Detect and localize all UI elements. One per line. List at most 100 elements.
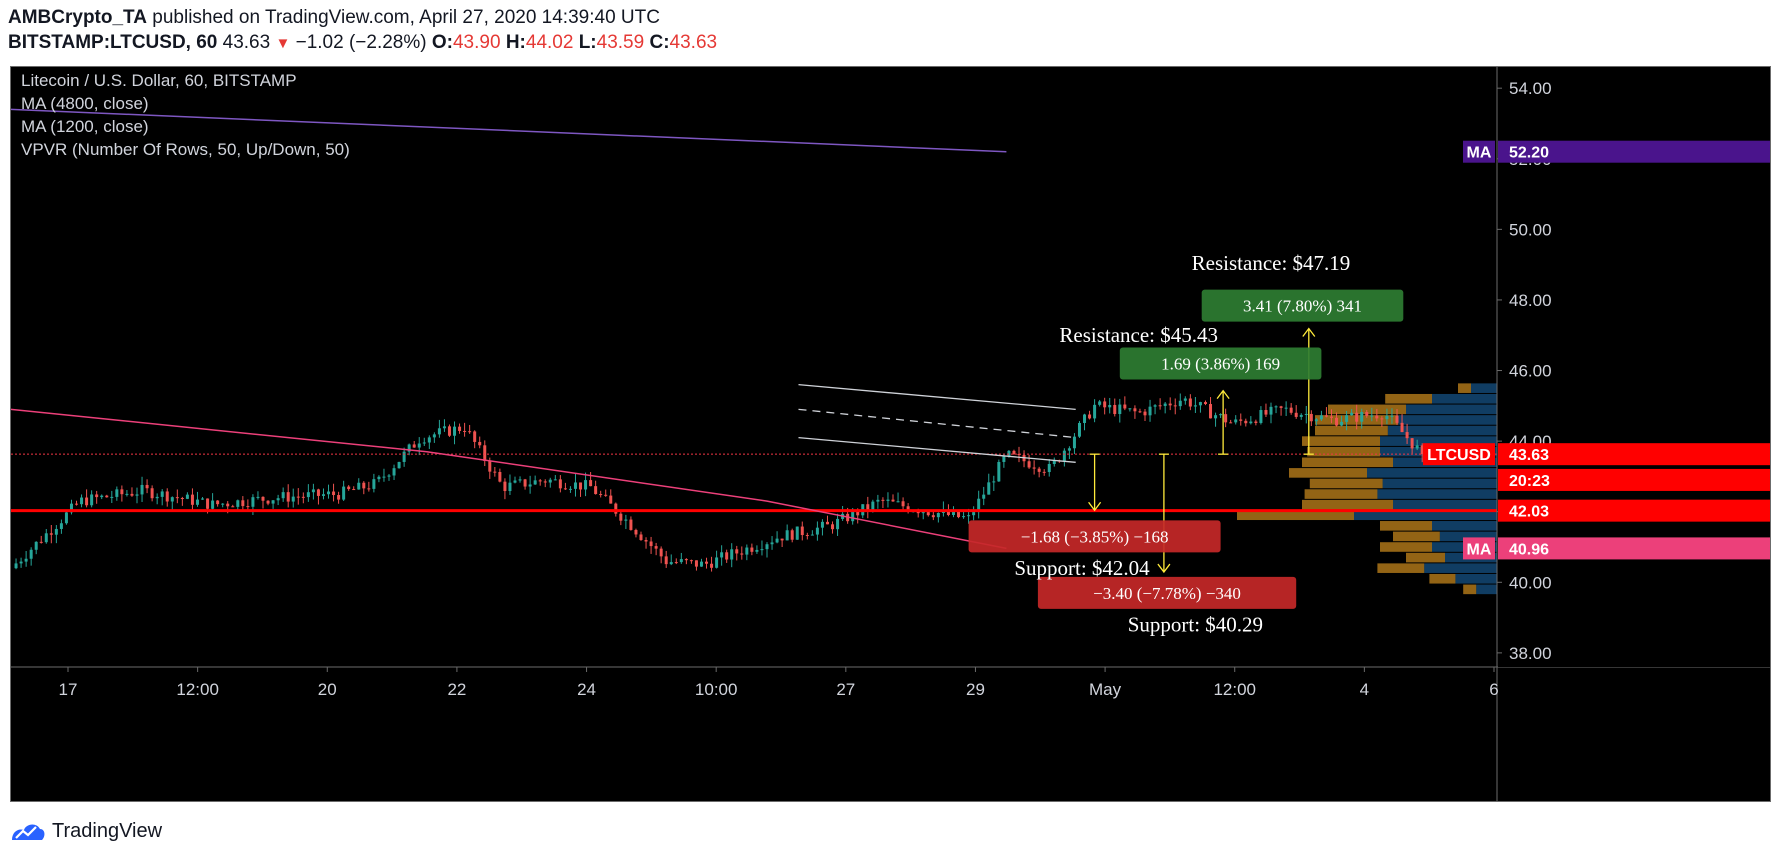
vp-down-bar bbox=[1307, 446, 1380, 457]
candle-body bbox=[901, 501, 905, 507]
candle-body bbox=[563, 488, 567, 490]
vp-up-bar bbox=[1382, 478, 1497, 489]
candle-body bbox=[271, 500, 275, 504]
candle-body bbox=[513, 480, 517, 483]
candle-body bbox=[362, 482, 366, 489]
candle-body bbox=[165, 491, 169, 502]
candle-body bbox=[372, 479, 376, 489]
candle-body bbox=[1410, 438, 1414, 449]
candle-body bbox=[216, 500, 220, 505]
candle-body bbox=[957, 510, 961, 518]
candle-body bbox=[1088, 414, 1092, 419]
price-label-tag bbox=[1463, 537, 1495, 560]
footer: TradingView bbox=[0, 806, 1783, 857]
legend-ma1[interactable]: MA (4800, close) bbox=[21, 94, 149, 113]
candle-body bbox=[891, 499, 895, 502]
vp-down-bar bbox=[1429, 573, 1456, 584]
candle-body bbox=[1350, 412, 1354, 416]
candle-body bbox=[715, 557, 719, 568]
price-label-box bbox=[1498, 537, 1770, 560]
candle-body bbox=[644, 540, 648, 542]
candle-body bbox=[80, 497, 84, 505]
legend-vpvr[interactable]: VPVR (Number Of Rows, 50, Up/Down, 50) bbox=[21, 140, 350, 159]
legend-ma2[interactable]: MA (1200, close) bbox=[21, 117, 149, 136]
tradingview-logo-icon[interactable] bbox=[10, 820, 46, 842]
candle-body bbox=[619, 513, 623, 521]
candle-body bbox=[881, 499, 885, 501]
candle-body bbox=[402, 451, 406, 462]
candle-body bbox=[679, 559, 683, 563]
candle-body bbox=[1244, 420, 1248, 424]
vp-up-bar bbox=[1354, 510, 1497, 521]
down-triangle-icon: ▼ bbox=[275, 35, 291, 52]
candle-body bbox=[442, 426, 446, 429]
vp-down-bar bbox=[1315, 425, 1388, 436]
vp-up-bar bbox=[1387, 425, 1497, 436]
high-value: 44.02 bbox=[525, 32, 574, 53]
candle-body bbox=[543, 481, 547, 483]
price-label-value: 52.20 bbox=[1509, 145, 1549, 162]
channel-middle-line bbox=[798, 408, 1076, 439]
price-label-box bbox=[1498, 140, 1770, 163]
candle-body bbox=[1269, 406, 1273, 415]
candle-body bbox=[201, 498, 205, 500]
price-label-tag bbox=[1463, 140, 1495, 163]
candle-body bbox=[1289, 407, 1293, 413]
candle-body bbox=[130, 493, 134, 496]
candle-body bbox=[770, 542, 774, 545]
candle-body bbox=[1072, 436, 1076, 449]
tradingview-brand[interactable]: TradingView bbox=[52, 820, 163, 842]
candle-body bbox=[286, 492, 290, 502]
candle-body bbox=[291, 496, 295, 502]
candle-body bbox=[483, 445, 487, 462]
candle-body bbox=[498, 471, 502, 482]
candle-body bbox=[1415, 445, 1419, 449]
open-label: O: bbox=[431, 32, 453, 53]
candle-body bbox=[266, 500, 270, 504]
candle-body bbox=[296, 496, 300, 498]
candle-body bbox=[1395, 415, 1399, 423]
candle-body bbox=[896, 501, 900, 503]
candle-body bbox=[1365, 412, 1369, 416]
price-label-value: 20:23 bbox=[1509, 473, 1550, 490]
moving-average-line bbox=[11, 408, 1007, 550]
candle-body bbox=[64, 512, 68, 524]
vp-up-bar bbox=[1432, 521, 1497, 531]
candle-body bbox=[231, 506, 235, 508]
vp-down-bar bbox=[1289, 468, 1367, 478]
vp-down-bar bbox=[1302, 499, 1393, 510]
publish-line: AMBCrypto_TA published on TradingView.co… bbox=[8, 7, 660, 29]
price-chart[interactable]: 3.41 (7.80%) 341 1.69 (3.86%) 169 −1.68 (−… bbox=[11, 67, 1770, 801]
candle-body bbox=[1209, 404, 1213, 419]
candle-body bbox=[705, 561, 709, 564]
vp-up-bar bbox=[1406, 404, 1497, 415]
candle-body bbox=[1340, 421, 1344, 426]
candle-body bbox=[321, 494, 325, 496]
candle-body bbox=[624, 519, 628, 521]
candle-body bbox=[332, 491, 336, 496]
author-name[interactable]: AMBCrypto_TA bbox=[8, 7, 147, 28]
vp-down-bar bbox=[1237, 510, 1354, 521]
price-axis-bg bbox=[1498, 67, 1770, 667]
candle-body bbox=[1274, 406, 1278, 408]
candle-body bbox=[1163, 403, 1167, 406]
vp-down-bar bbox=[1458, 383, 1471, 393]
candle-body bbox=[674, 562, 678, 564]
candle-body bbox=[694, 560, 698, 567]
candle-body bbox=[1319, 415, 1323, 420]
candle-body bbox=[488, 461, 492, 472]
open-value: 43.90 bbox=[452, 32, 501, 53]
measure-box-label: −3.40 (−7.78%) −340 bbox=[1093, 584, 1241, 603]
candle-body bbox=[1123, 404, 1127, 409]
candle-body bbox=[1360, 412, 1364, 422]
candle-body bbox=[629, 519, 633, 530]
candle-body bbox=[463, 430, 467, 432]
candle-body bbox=[735, 549, 739, 554]
candle-body bbox=[281, 492, 285, 499]
candle-body bbox=[458, 426, 462, 431]
time-tick-label: May bbox=[1089, 680, 1122, 699]
candle-body bbox=[931, 515, 935, 518]
candle-body bbox=[1153, 405, 1157, 407]
chart-panel[interactable]: 3.41 (7.80%) 341 1.69 (3.86%) 169 −1.68 (−… bbox=[10, 66, 1771, 802]
candle-body bbox=[1324, 415, 1328, 417]
